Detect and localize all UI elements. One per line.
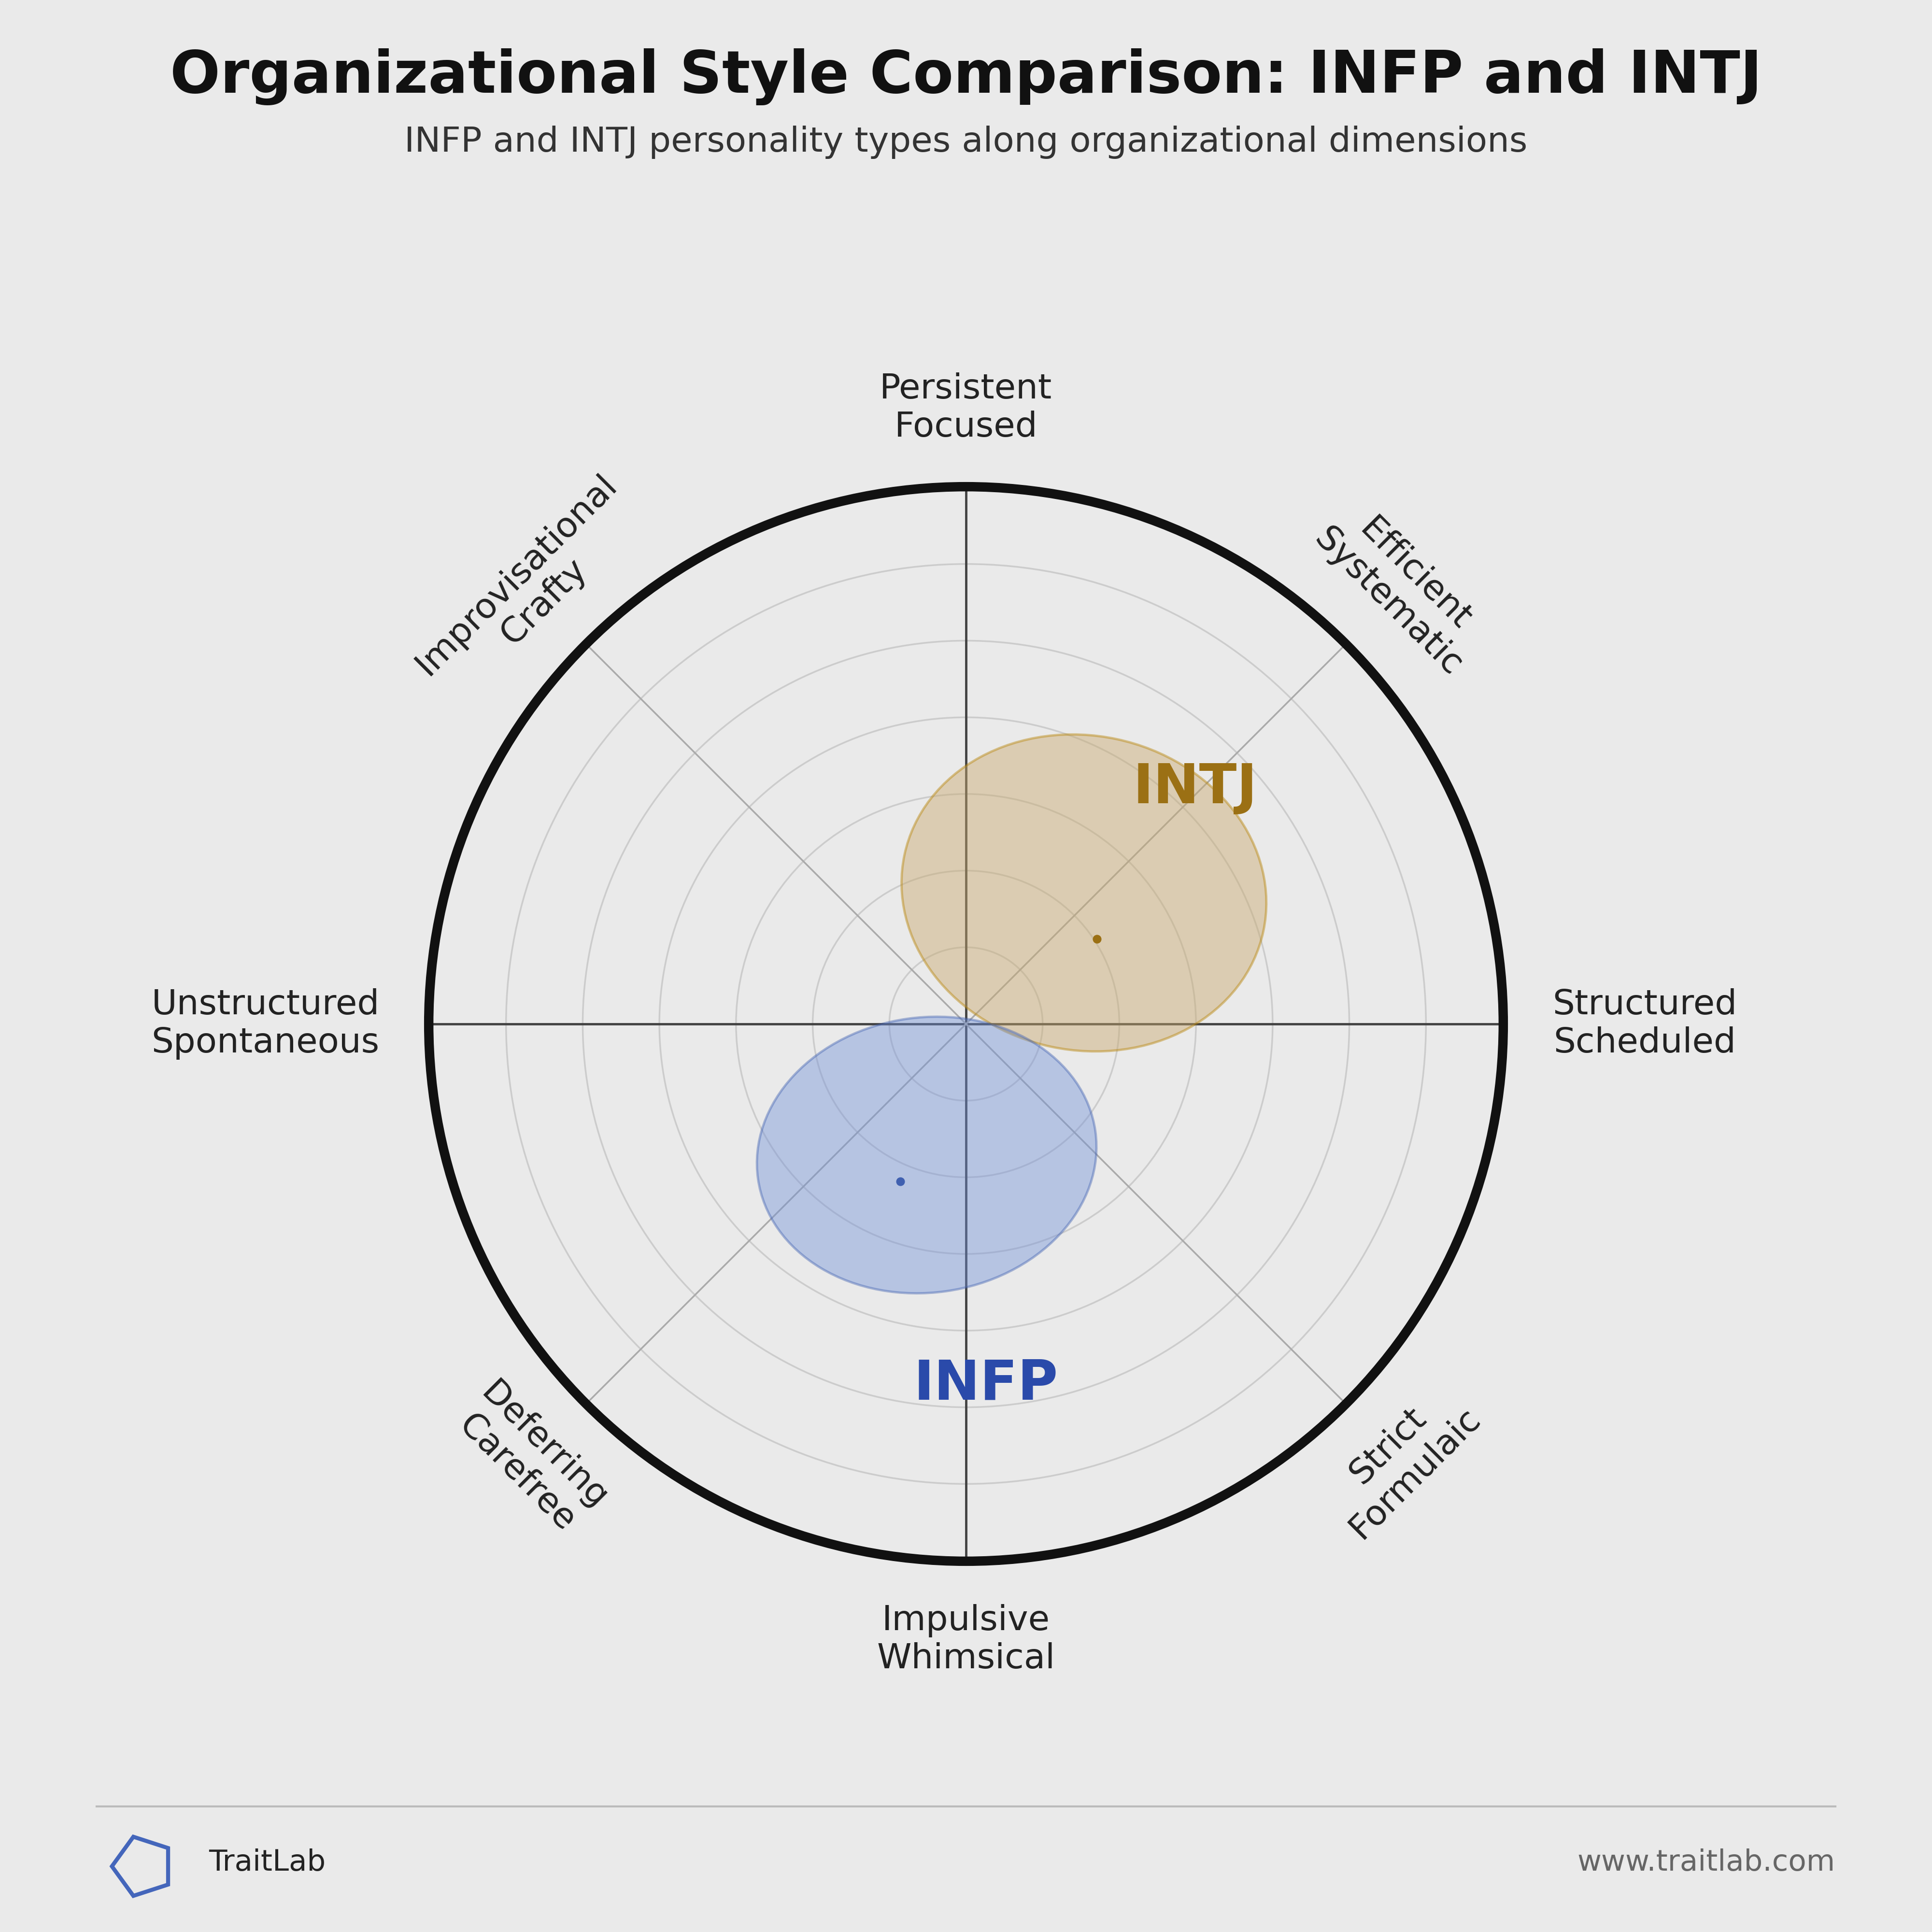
Text: INFP and INTJ personality types along organizational dimensions: INFP and INTJ personality types along or… xyxy=(404,126,1528,158)
Text: Impulsive
Whimsical: Impulsive Whimsical xyxy=(877,1604,1055,1675)
Text: Structured
Scheduled: Structured Scheduled xyxy=(1553,987,1737,1061)
Text: Strict
Formulaic: Strict Formulaic xyxy=(1316,1374,1488,1546)
Ellipse shape xyxy=(757,1016,1097,1293)
Text: Organizational Style Comparison: INFP and INTJ: Organizational Style Comparison: INFP an… xyxy=(170,48,1762,104)
Ellipse shape xyxy=(902,734,1265,1051)
Text: TraitLab: TraitLab xyxy=(209,1849,327,1876)
Text: INFP: INFP xyxy=(914,1358,1059,1410)
Text: Unstructured
Spontaneous: Unstructured Spontaneous xyxy=(151,987,379,1061)
Text: www.traitlab.com: www.traitlab.com xyxy=(1577,1849,1835,1876)
Text: Efficient
Systematic: Efficient Systematic xyxy=(1308,495,1495,682)
Text: Deferring
Carefree: Deferring Carefree xyxy=(446,1376,614,1544)
Text: INTJ: INTJ xyxy=(1132,761,1258,815)
Text: Persistent
Focused: Persistent Focused xyxy=(879,373,1053,444)
Text: Improvisational
Crafty: Improvisational Crafty xyxy=(410,468,651,709)
